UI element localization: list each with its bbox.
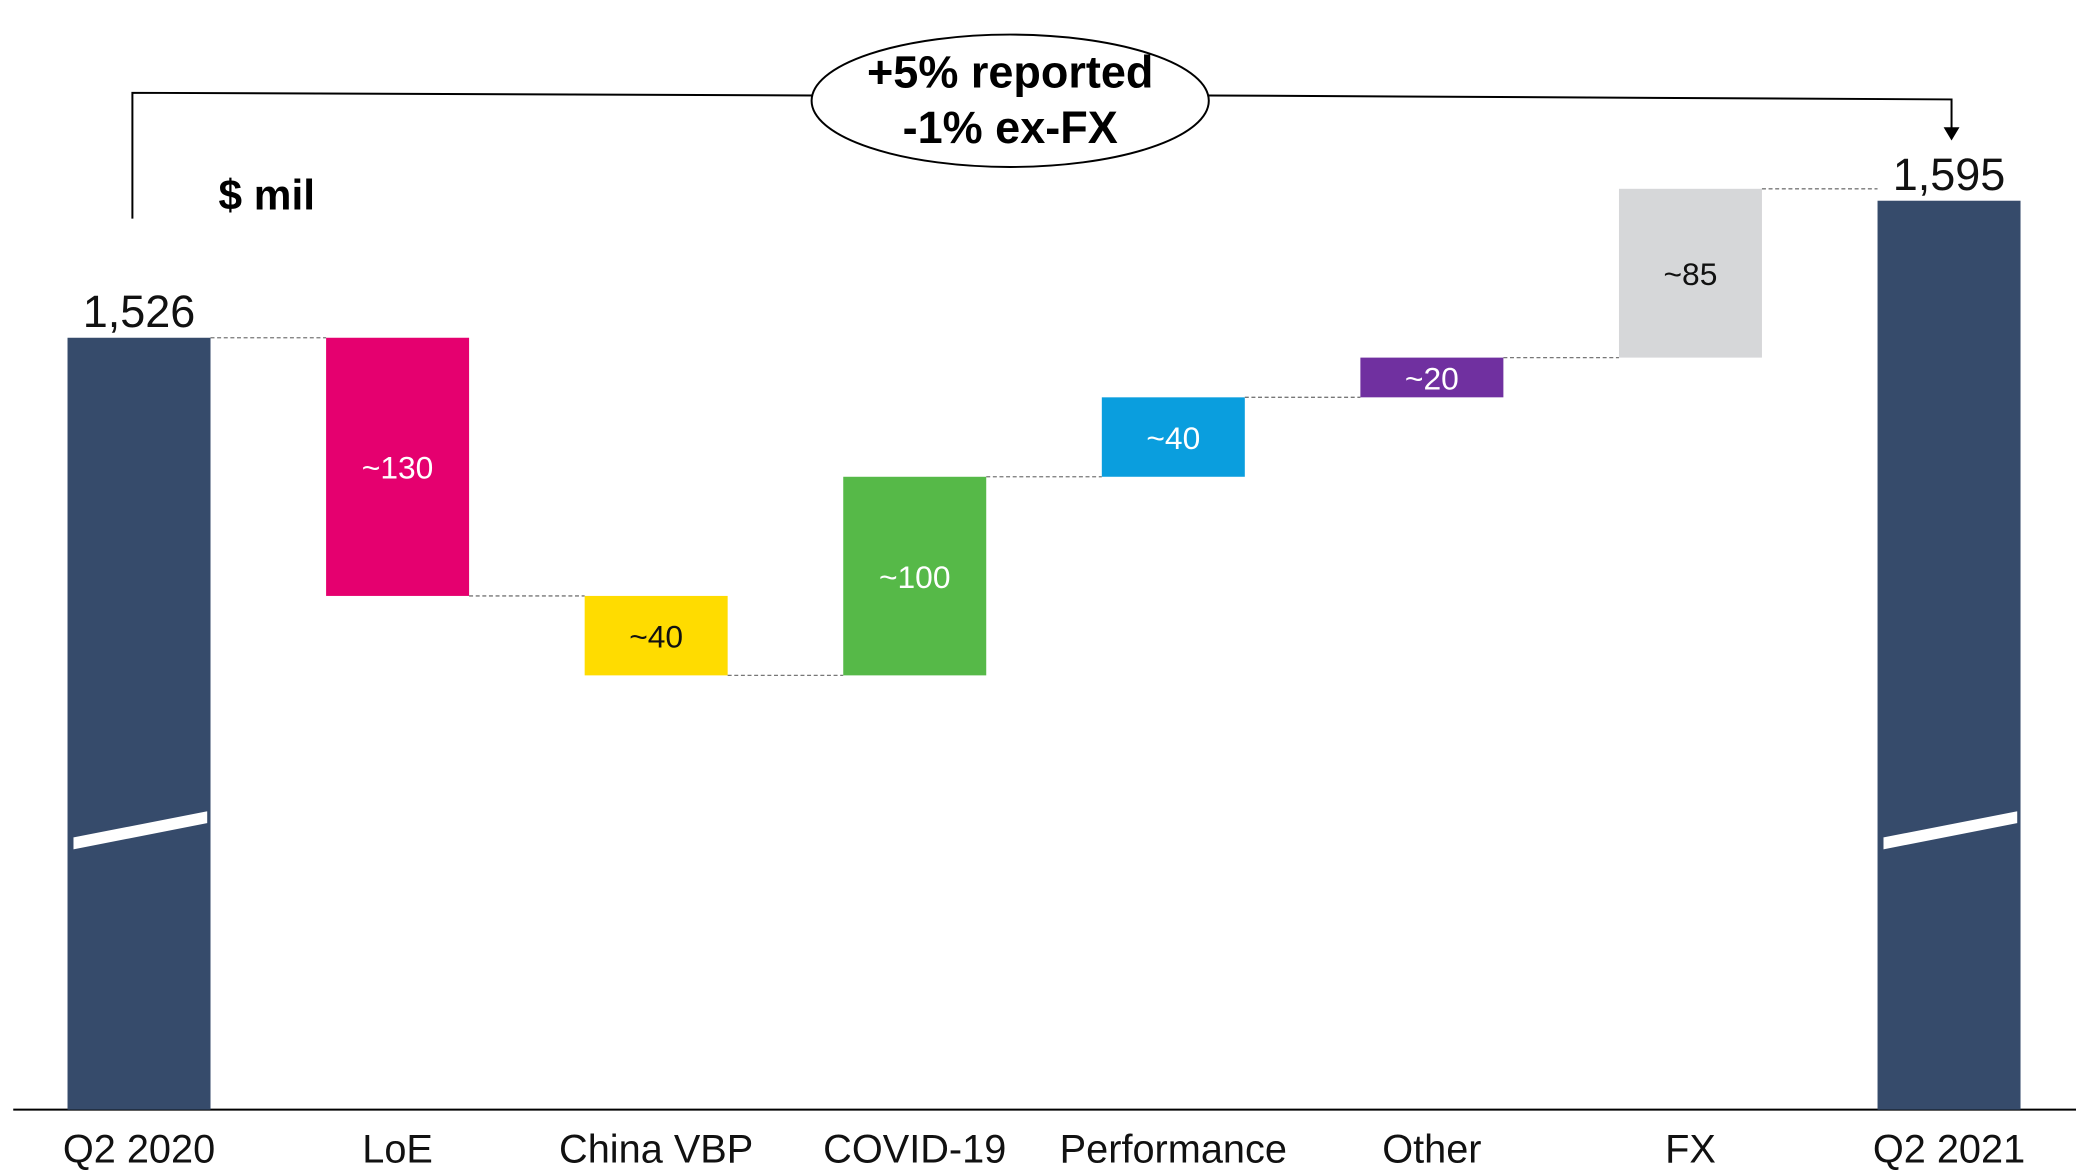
bracket-left [131,91,815,219]
bracket-right [1207,94,1953,133]
value-label: ~40 [629,619,683,655]
bar [843,476,987,676]
x-tick-label: Performance [1060,1128,1287,1172]
x-tick-label: COVID-19 [823,1128,1006,1172]
value-label: ~20 [1405,360,1459,396]
bar [1360,357,1504,398]
annotation: -1% ex-FX [903,102,1118,153]
value-label: ~100 [879,559,951,595]
value-label: ~130 [362,450,434,486]
axis-break [72,809,209,851]
unit-label: $ mil [218,171,315,218]
value-label: 1,595 [1893,149,2006,200]
value-label: 1,526 [83,286,196,337]
annotation: +5% reported [867,47,1153,98]
x-tick-label: China VBP [559,1128,753,1172]
x-tick-label: Other [1382,1128,1481,1172]
bar [326,337,470,596]
axis-break [1882,809,2019,851]
bracket-arrow [1943,127,1960,141]
value-label: ~85 [1664,256,1718,292]
bar [1101,397,1245,477]
x-tick-label: FX [1665,1128,1716,1172]
bar [584,595,728,676]
x-tick-label: Q2 2020 [63,1128,215,1172]
value-label: ~40 [1146,420,1200,456]
x-tick-label: Q2 2021 [1873,1128,2025,1172]
x-tick-label: LoE [362,1128,433,1172]
annotation-ellipse [810,33,1210,168]
bar [1618,188,1762,358]
bar [67,337,211,1110]
bar [1877,200,2021,1110]
